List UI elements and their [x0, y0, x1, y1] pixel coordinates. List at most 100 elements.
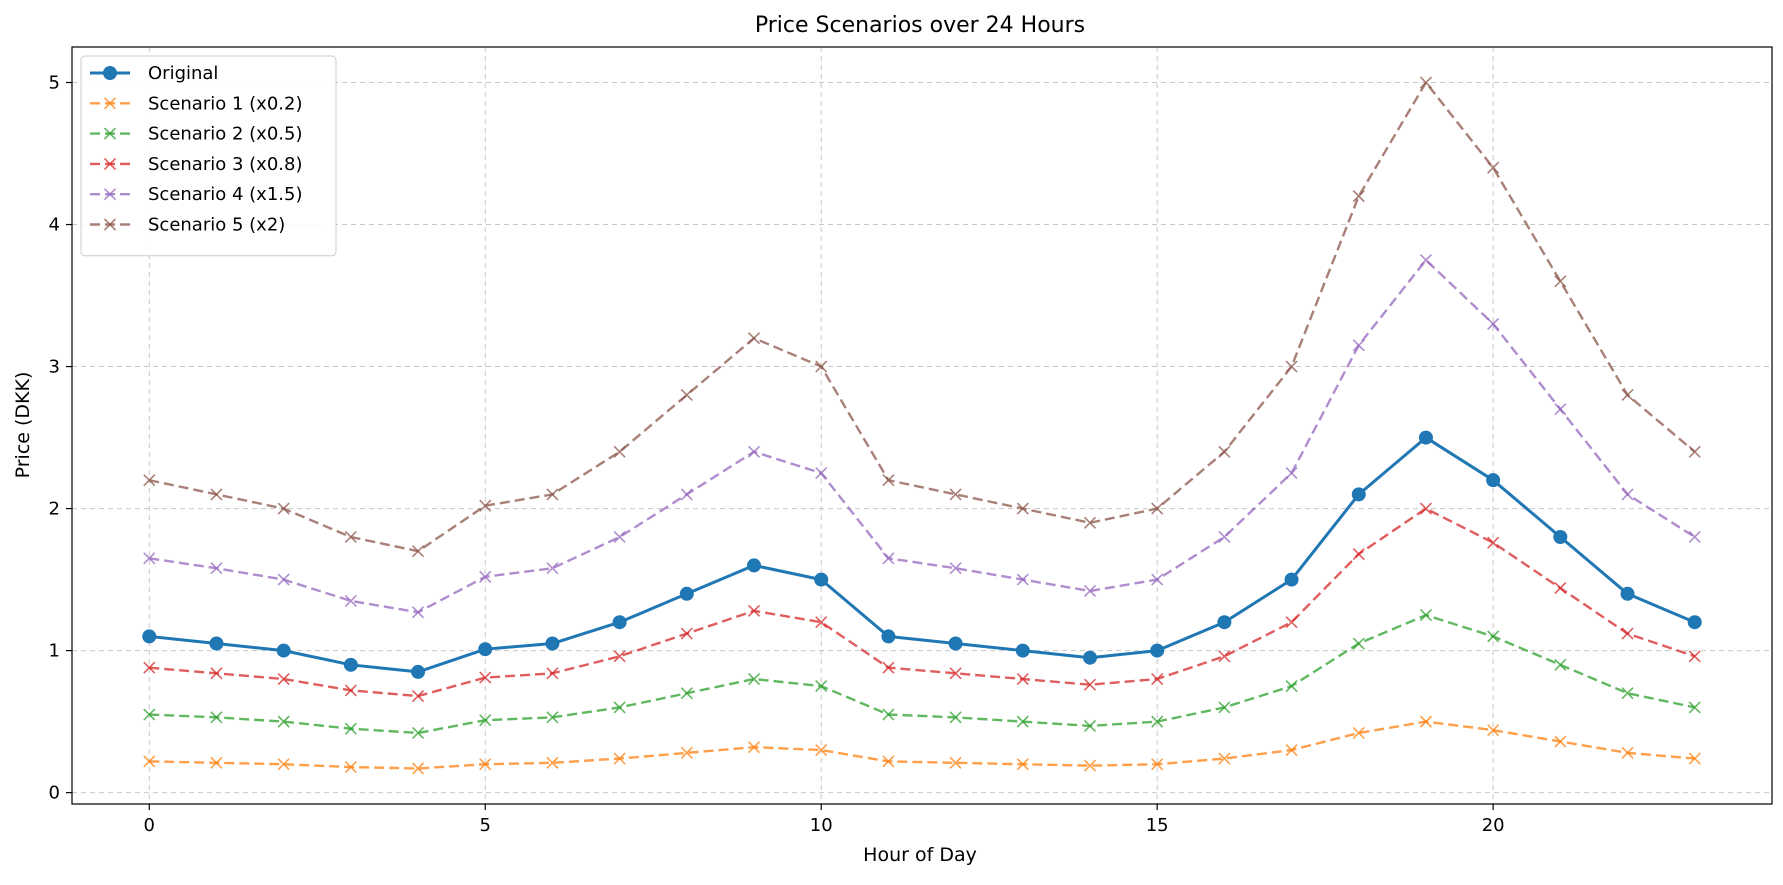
series-line — [149, 81, 1696, 553]
data-point — [680, 746, 693, 759]
series-4 — [143, 253, 1701, 619]
data-point — [143, 708, 156, 721]
legend-marker — [103, 127, 117, 140]
data-point — [1285, 467, 1298, 480]
data-point — [1486, 473, 1501, 488]
data-point — [1487, 724, 1500, 737]
data-point — [680, 687, 693, 700]
data-point — [1554, 275, 1567, 288]
data-point — [882, 661, 895, 674]
data-point — [1688, 650, 1701, 663]
data-point — [1419, 715, 1433, 728]
data-point — [142, 629, 157, 644]
data-point — [1151, 502, 1164, 515]
data-point — [344, 530, 357, 544]
data-point — [613, 752, 626, 765]
legend: Original Scenario 1 (x0.2) Scenario 2 (x0.… — [80, 55, 337, 257]
data-point — [1418, 430, 1433, 445]
data-point — [815, 680, 828, 693]
data-point — [949, 711, 962, 724]
data-point — [1554, 403, 1567, 416]
data-point — [1352, 547, 1365, 561]
legend-item: Scenario 5 (x2) — [90, 215, 285, 236]
data-point — [1151, 758, 1164, 771]
data-point — [1352, 190, 1365, 203]
data-point — [478, 642, 493, 657]
data-point — [949, 667, 962, 680]
data-point — [882, 708, 895, 721]
legend-marker — [103, 157, 117, 170]
data-point — [613, 650, 626, 663]
data-point — [277, 672, 290, 686]
data-point — [1285, 680, 1298, 693]
y-axis-label: Price (DKK) — [12, 372, 34, 479]
data-point — [815, 467, 828, 480]
data-point — [680, 488, 693, 501]
legend-marker — [103, 97, 117, 110]
data-point — [815, 360, 828, 373]
data-point — [277, 758, 290, 771]
data-point — [1150, 643, 1165, 658]
data-point — [344, 722, 357, 735]
axes: 0 5 10 15 20 0 1 2 3 4 5 — [49, 73, 1505, 836]
series-line — [149, 613, 1695, 735]
data-point — [613, 445, 626, 458]
series-layer — [142, 76, 1702, 775]
data-point — [882, 755, 895, 768]
data-point — [210, 667, 223, 680]
legend-marker — [103, 188, 117, 201]
data-point — [277, 715, 290, 728]
series-2 — [143, 609, 1701, 740]
data-point — [1016, 758, 1029, 771]
series-1 — [143, 715, 1701, 775]
data-point — [1218, 445, 1231, 458]
x-tick-label: 0 — [144, 815, 155, 836]
data-point — [747, 558, 762, 573]
data-point — [1352, 726, 1365, 740]
chart-title: Price Scenarios over 24 Hours — [755, 13, 1085, 38]
data-point — [277, 502, 290, 515]
data-point — [1218, 650, 1231, 663]
data-point — [613, 701, 626, 714]
plot-frame — [71, 46, 1773, 805]
data-point — [1285, 360, 1298, 373]
y-tick-label: 4 — [49, 215, 60, 236]
legend-label: Scenario 3 (x0.8) — [148, 154, 302, 175]
data-point — [411, 726, 425, 740]
legend-label: Scenario 2 (x0.5) — [148, 124, 302, 145]
x-tick-label: 5 — [480, 815, 491, 836]
data-point — [747, 332, 761, 345]
plot-area — [71, 46, 1773, 805]
data-point — [1083, 678, 1097, 691]
x-axis-label: Hour of Day — [863, 844, 977, 866]
data-point — [1621, 687, 1634, 700]
data-point — [545, 636, 560, 651]
data-point — [143, 552, 156, 565]
legend-label: Original — [148, 63, 218, 84]
data-point — [479, 714, 492, 727]
legend-label: Scenario 4 (x1.5) — [148, 184, 302, 205]
grid-lines — [72, 47, 1772, 804]
data-point — [679, 586, 694, 601]
data-point — [1016, 672, 1029, 686]
data-point — [546, 488, 559, 501]
data-point — [1621, 488, 1634, 501]
data-point — [1621, 388, 1634, 402]
data-point — [1284, 572, 1299, 587]
data-point — [949, 562, 962, 575]
data-point — [1151, 672, 1164, 686]
series-0 — [142, 430, 1702, 679]
data-point — [1352, 637, 1365, 650]
data-point — [210, 711, 223, 724]
data-point — [1352, 339, 1365, 352]
data-point — [1285, 616, 1298, 629]
data-point — [815, 616, 828, 629]
legend-marker — [103, 218, 117, 231]
data-point — [479, 499, 492, 512]
y-tick-label: 5 — [49, 73, 60, 94]
series-5 — [143, 76, 1701, 558]
data-point — [1218, 752, 1231, 765]
data-point — [882, 552, 895, 565]
data-point — [680, 627, 693, 640]
